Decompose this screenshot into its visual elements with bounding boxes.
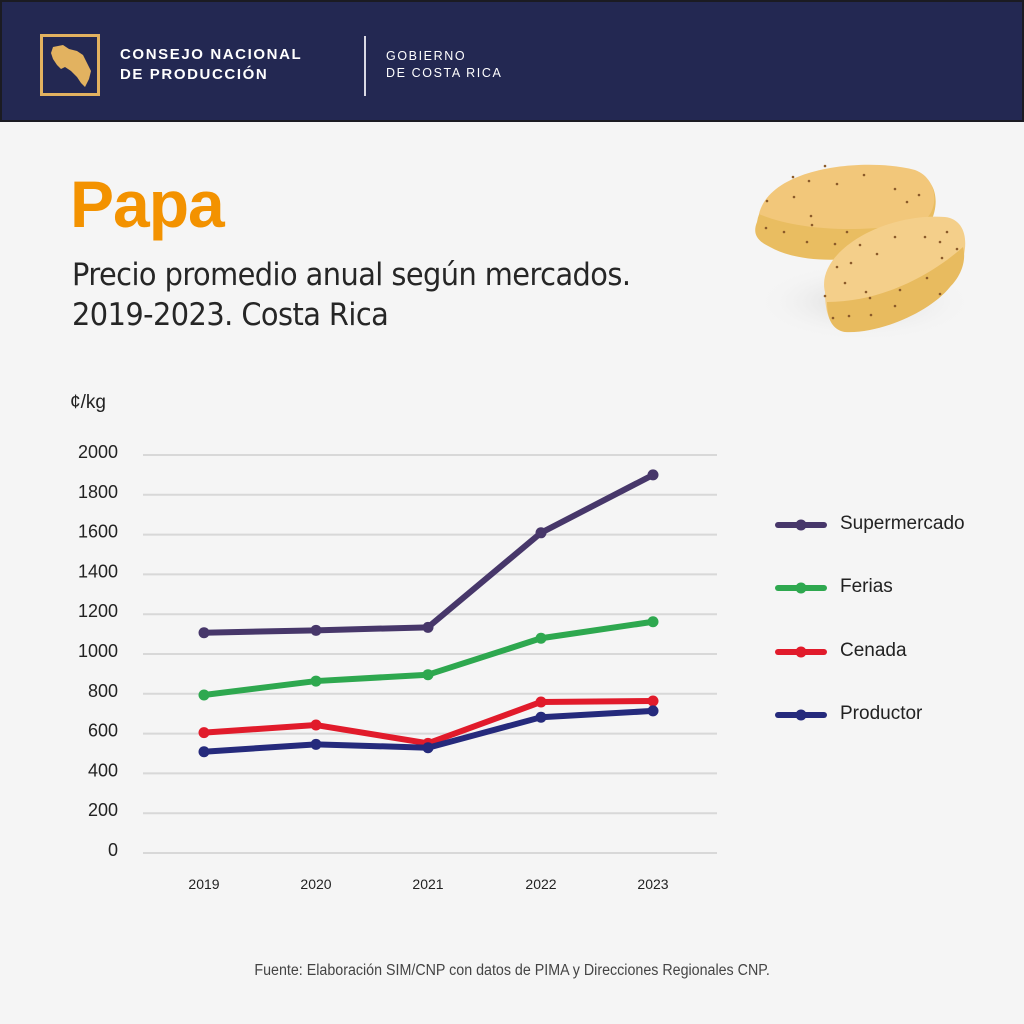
data-point — [310, 624, 322, 636]
legend-item-ferias: Ferias — [774, 569, 1004, 609]
header-banner: CONSEJO NACIONAL DE PRODUCCIÓN GOBIERNO … — [0, 0, 1024, 122]
data-point — [422, 669, 434, 681]
y-tick-label: 600 — [88, 721, 118, 741]
legend-swatch-icon — [775, 582, 827, 594]
data-point — [310, 675, 322, 687]
data-point — [535, 527, 547, 539]
data-point — [535, 711, 547, 723]
y-tick-label: 2000 — [78, 442, 118, 462]
org-name-line2: DE PRODUCCIÓN — [120, 66, 269, 83]
y-tick-label: 1600 — [78, 522, 118, 542]
legend-label: Supermercado — [840, 513, 965, 534]
data-point — [198, 727, 210, 739]
org-name-line1: CONSEJO NACIONAL — [120, 46, 303, 63]
org-name: CONSEJO NACIONAL DE PRODUCCIÓN — [120, 45, 302, 85]
x-tick-label: 2023 — [637, 876, 668, 892]
y-tick-label: 1800 — [78, 482, 118, 502]
series-cenada — [198, 695, 659, 749]
series-line — [201, 471, 656, 636]
legend-swatch-icon — [775, 709, 827, 721]
data-point — [422, 621, 434, 633]
costa-rica-map-icon — [51, 45, 91, 87]
legend-item-productor: Productor — [774, 696, 1004, 736]
legend-label: Ferias — [840, 576, 893, 597]
legend-swatch-icon — [775, 519, 827, 531]
y-tick-label: 0 — [108, 840, 118, 860]
y-axis-unit-label: ¢/kg — [70, 392, 106, 413]
y-tick-label: 1200 — [78, 601, 118, 621]
data-point — [198, 689, 210, 701]
x-tick-label: 2021 — [412, 876, 443, 892]
page-subtitle: Precio promedio anual según mercados. 20… — [72, 255, 631, 335]
x-tick-label: 2019 — [188, 876, 219, 892]
logo — [40, 34, 100, 96]
data-point — [647, 695, 659, 707]
data-point — [198, 627, 210, 639]
y-tick-label: 200 — [88, 800, 118, 820]
legend-swatch-icon — [775, 646, 827, 658]
y-tick-label: 1000 — [78, 641, 118, 661]
data-point — [647, 469, 659, 481]
gov-name-line1: GOBIERNO — [386, 49, 467, 63]
x-tick-label: 2022 — [525, 876, 556, 892]
potato-icon — [755, 164, 975, 342]
y-tick-label: 1400 — [78, 561, 118, 581]
page-title: Papa — [70, 167, 225, 241]
data-point — [647, 705, 659, 717]
legend-label: Cenada — [840, 640, 907, 661]
legend-item-cenada: Cenada — [774, 633, 1004, 673]
data-point — [198, 746, 210, 758]
series-supermercado — [198, 469, 659, 639]
series-productor — [198, 705, 659, 758]
data-point — [535, 696, 547, 708]
source-text: Fuente: Elaboración SIM/CNP con datos de… — [254, 962, 770, 979]
data-point — [535, 632, 547, 644]
y-tick-label: 800 — [88, 681, 118, 701]
source-note: Fuente: Elaboración SIM/CNP con datos de… — [0, 962, 1024, 980]
x-tick-label: 2020 — [300, 876, 331, 892]
data-point — [422, 742, 434, 754]
series-line — [201, 697, 656, 747]
data-point — [310, 719, 322, 731]
subtitle-line1: Precio promedio anual según mercados. — [72, 257, 631, 293]
gov-name: GOBIERNO DE COSTA RICA — [386, 48, 502, 82]
y-tick-label: 400 — [88, 760, 118, 780]
data-point — [647, 616, 659, 628]
subtitle-line2: 2019-2023. Costa Rica — [72, 297, 389, 333]
series-ferias — [198, 616, 659, 701]
gov-name-line2: DE COSTA RICA — [386, 66, 503, 80]
legend-item-supermercado: Supermercado — [774, 506, 1004, 546]
data-point — [310, 738, 322, 750]
header-divider — [364, 36, 366, 96]
legend-label: Productor — [840, 703, 923, 724]
